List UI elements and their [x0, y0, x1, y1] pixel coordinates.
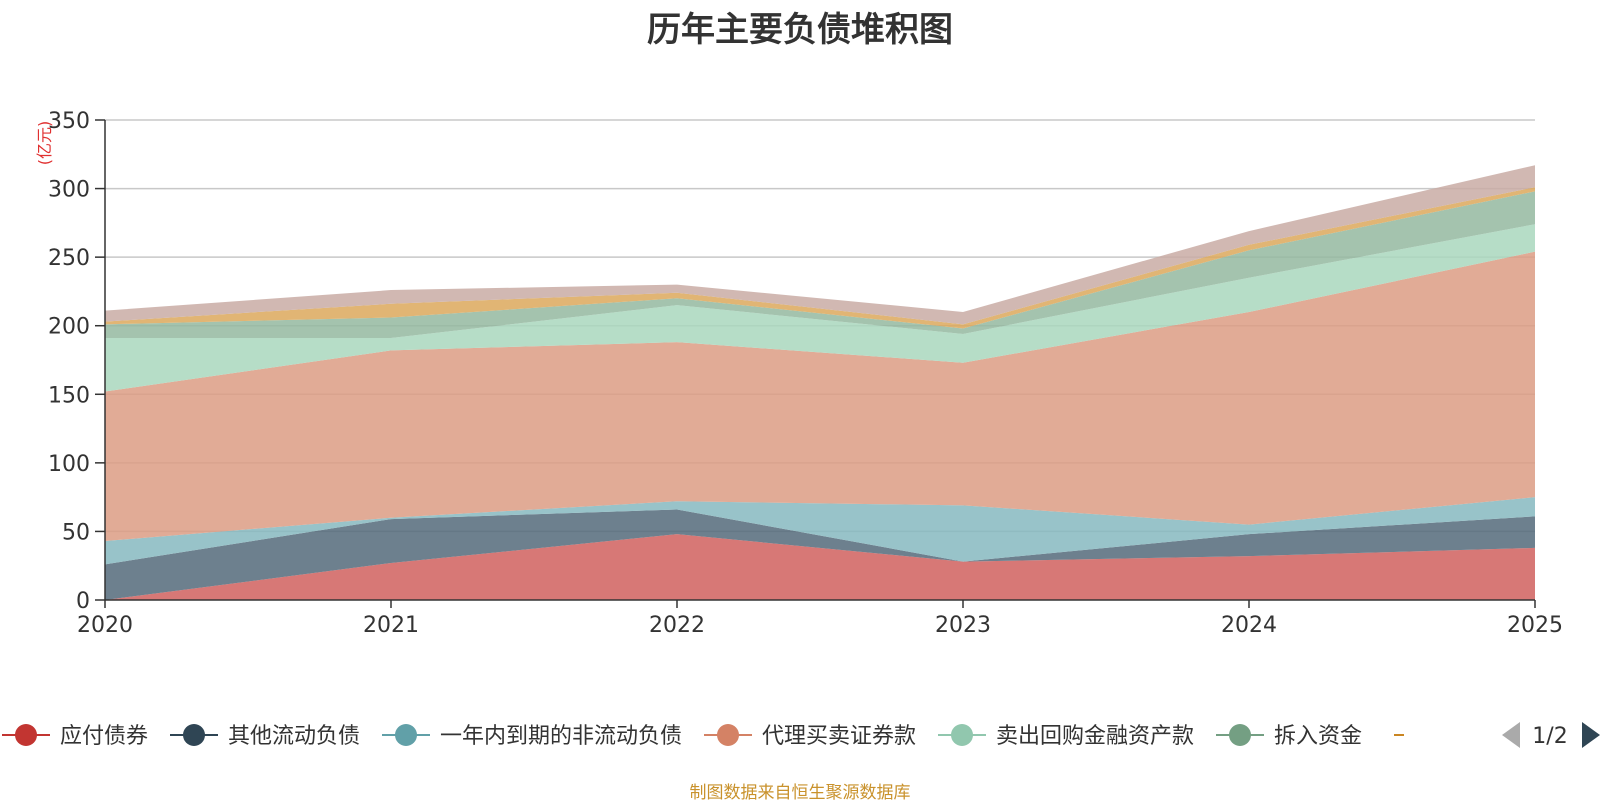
y-tick-label: 200 — [48, 315, 90, 340]
y-axis-unit-label: (亿元) — [35, 121, 54, 166]
legend-marker-dot — [1229, 724, 1251, 746]
area-series-4 — [105, 224, 1535, 392]
legend-marker-dot — [717, 724, 739, 746]
area-series-7 — [105, 165, 1535, 325]
legend-item-0[interactable]: 应付债券 — [2, 724, 148, 749]
legend-label: 应付债券 — [60, 724, 148, 749]
legend-label: 卖出回购金融资产款 — [996, 724, 1194, 749]
y-tick-label: 100 — [48, 452, 90, 477]
legend-page-indicator: 1/2 — [1532, 724, 1567, 749]
y-tick-label: 50 — [62, 520, 90, 545]
legend: 应付债券 其他流动负债 一年内到期的非流动负债 代理买卖证券款 卖出回购金融资产款 拆入资… — [2, 722, 1600, 749]
legend-marker-dot — [951, 724, 973, 746]
area-series-2 — [105, 497, 1535, 565]
legend-marker-dot — [15, 724, 37, 746]
x-tick-label: 2025 — [1507, 613, 1563, 638]
legend-label: 其他流动负债 — [228, 724, 360, 749]
x-tick-label: 2024 — [1221, 613, 1277, 638]
legend-label: 拆入资金 — [1274, 724, 1362, 749]
area-series-3 — [105, 251, 1535, 542]
x-tick-label: 2021 — [363, 613, 419, 638]
area-series-0 — [105, 534, 1535, 600]
x-tick-label: 2023 — [935, 613, 991, 638]
y-tick-label: 150 — [48, 383, 90, 408]
chart-title: 历年主要负债堆积图 — [647, 10, 953, 50]
area-series-5 — [105, 191, 1535, 339]
legend-item-5[interactable]: 拆入资金 — [1216, 724, 1362, 749]
legend-next-icon[interactable] — [1582, 722, 1600, 748]
area-series-6 — [105, 187, 1535, 329]
y-tick-label: 350 — [48, 109, 90, 134]
stacked-areas — [105, 165, 1535, 600]
legend-label: 一年内到期的非流动负债 — [440, 724, 682, 749]
x-tick-label: 2022 — [649, 613, 705, 638]
legend-item-2[interactable]: 一年内到期的非流动负债 — [382, 724, 682, 749]
x-tick-label: 2020 — [77, 613, 133, 638]
legend-label: 代理买卖证券款 — [762, 724, 916, 749]
legend-marker-dot — [183, 724, 205, 746]
legend-item-4[interactable]: 卖出回购金融资产款 — [938, 724, 1194, 749]
y-tick-label: 0 — [76, 589, 90, 614]
legend-pager: 1/2 — [1502, 722, 1600, 749]
y-tick-label: 300 — [48, 178, 90, 203]
source-note: 制图数据来自恒生聚源数据库 — [689, 783, 911, 803]
axes: 0 50 100 150 200 250 300 350 2020 2021 2022 2023 202… — [48, 109, 1563, 638]
legend-marker-dot — [395, 724, 417, 746]
y-tick-label: 250 — [48, 246, 90, 271]
legend-item-3[interactable]: 代理买卖证券款 — [704, 724, 916, 749]
area-series-1 — [105, 509, 1535, 600]
legend-prev-icon[interactable] — [1502, 722, 1520, 748]
legend-item-1[interactable]: 其他流动负债 — [170, 724, 360, 749]
